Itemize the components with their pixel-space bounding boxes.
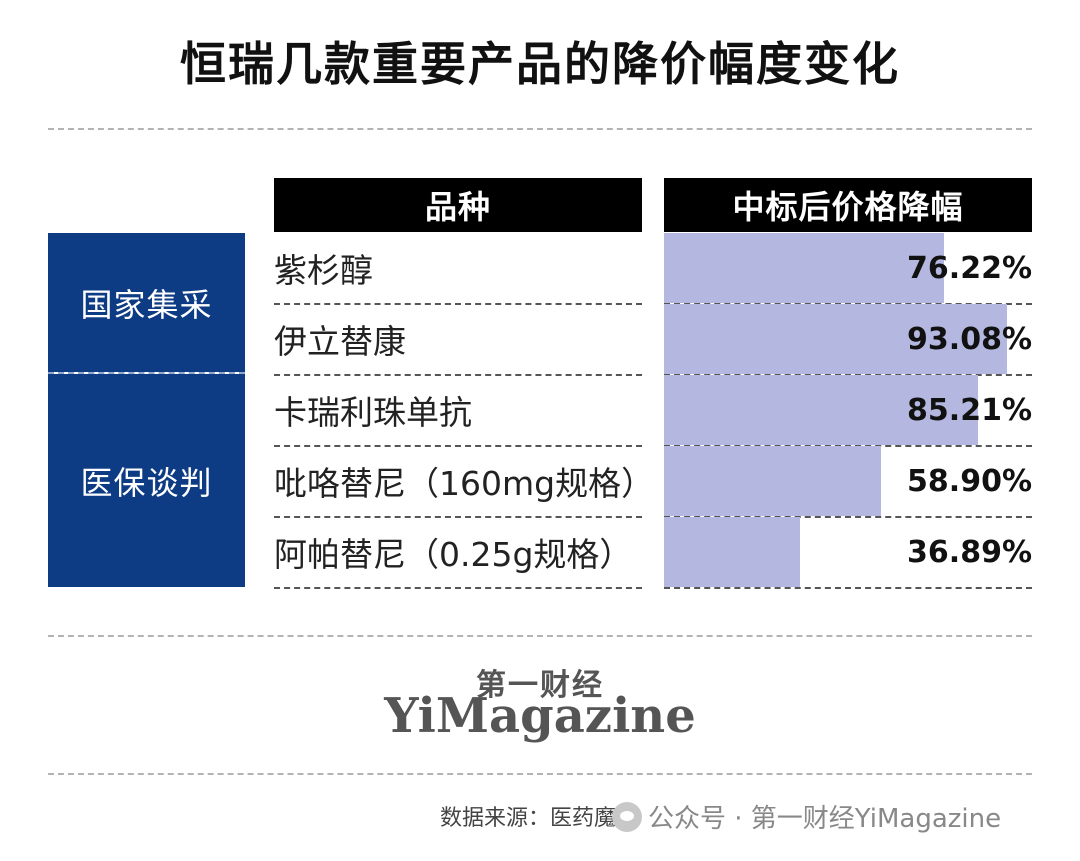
price-drop-value: 36.89% <box>907 534 1032 570</box>
price-drop-bar <box>664 517 800 587</box>
product-label: 紫杉醇 <box>274 251 373 290</box>
divider-middle <box>48 635 1032 637</box>
row-divider <box>274 374 642 376</box>
header-price-drop: 中标后价格降幅 <box>664 178 1032 232</box>
price-drop-value: 76.22% <box>907 250 1032 286</box>
price-drop-bar <box>664 304 1007 374</box>
price-drop-value: 93.08% <box>907 321 1032 357</box>
category-national-procurement: 国家集采 <box>48 233 245 372</box>
row-divider <box>664 587 1032 589</box>
row-divider <box>664 516 1032 518</box>
row-divider <box>274 303 642 305</box>
price-drop-bar <box>664 375 978 445</box>
product-label: 卡瑞利珠单抗 <box>274 393 472 432</box>
product-label: 阿帕替尼（0.25g规格） <box>274 535 633 574</box>
row-divider <box>274 516 642 518</box>
price-drop-bar <box>664 233 945 303</box>
brand-name-cn: 第一财经 <box>476 668 604 703</box>
watermark: 公众号 · 第一财经YiMagazine <box>612 798 1001 835</box>
row-divider <box>274 445 642 447</box>
product-label: 伊立替康 <box>274 322 406 361</box>
price-drop-bar <box>664 446 881 516</box>
watermark-text: 公众号 · 第一财经YiMagazine <box>648 804 1002 834</box>
wechat-icon <box>612 801 642 832</box>
header-product: 品种 <box>274 178 642 232</box>
price-drop-value: 85.21% <box>907 392 1032 428</box>
brand-logo-yimagazine: YiMagazine <box>384 688 696 744</box>
category-separator <box>48 372 245 374</box>
divider-bottom <box>48 773 1032 775</box>
price-drop-value: 58.90% <box>907 463 1032 499</box>
data-source: 数据来源：医药魔方 <box>440 806 639 831</box>
chart-title: 恒瑞几款重要产品的降价幅度变化 <box>180 37 900 91</box>
product-label: 吡咯替尼（160mg规格） <box>274 464 655 503</box>
row-divider <box>274 587 642 589</box>
category-insurance-negotiation: 医保谈判 <box>48 374 245 587</box>
divider-top <box>48 128 1032 130</box>
